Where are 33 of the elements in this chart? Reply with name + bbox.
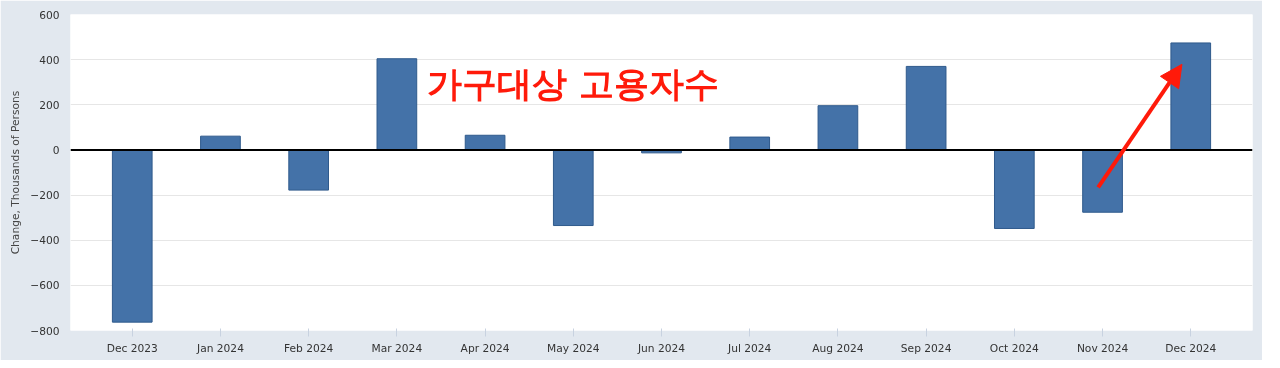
y-axis-title: Change, Thousands of Persons — [9, 90, 23, 255]
x-tick-label: May 2024 — [547, 341, 600, 355]
x-tick-label: Sep 2024 — [900, 341, 952, 355]
x-tick-label: Nov 2024 — [1076, 341, 1129, 355]
bar — [111, 149, 153, 323]
y-tick-label: −400 — [30, 234, 60, 248]
bar — [464, 134, 506, 151]
x-tick-label: Apr 2024 — [460, 341, 510, 355]
x-tick-label: Mar 2024 — [371, 341, 423, 355]
y-tick-label: 600 — [39, 8, 60, 22]
x-tick-label: Aug 2024 — [812, 341, 864, 355]
bar — [288, 149, 330, 191]
annotation: 가구대상 고용자수 — [427, 64, 720, 105]
bar — [376, 58, 418, 151]
x-tick-label: Feb 2024 — [283, 341, 334, 355]
y-tick-label: 400 — [39, 53, 60, 67]
x-tick-label: Jul 2024 — [727, 341, 772, 355]
y-tick-label: −600 — [30, 279, 60, 293]
bar — [993, 149, 1035, 229]
bar — [729, 136, 771, 151]
bar — [905, 65, 947, 151]
y-tick-label: 200 — [39, 98, 60, 112]
x-tick-label: Oct 2024 — [989, 341, 1040, 355]
x-tick-label: Jan 2024 — [195, 341, 245, 355]
bar — [1082, 149, 1123, 213]
x-tick-label: Jun 2024 — [636, 341, 686, 355]
x-tick-label: Dec 2024 — [1165, 341, 1217, 355]
y-tick-label: −200 — [30, 189, 60, 203]
y-tick-label: −800 — [30, 324, 60, 338]
y-tick-label: 0 — [52, 143, 60, 157]
bar — [817, 105, 859, 151]
x-tick-label: Dec 2023 — [106, 341, 158, 355]
bar — [552, 149, 594, 227]
